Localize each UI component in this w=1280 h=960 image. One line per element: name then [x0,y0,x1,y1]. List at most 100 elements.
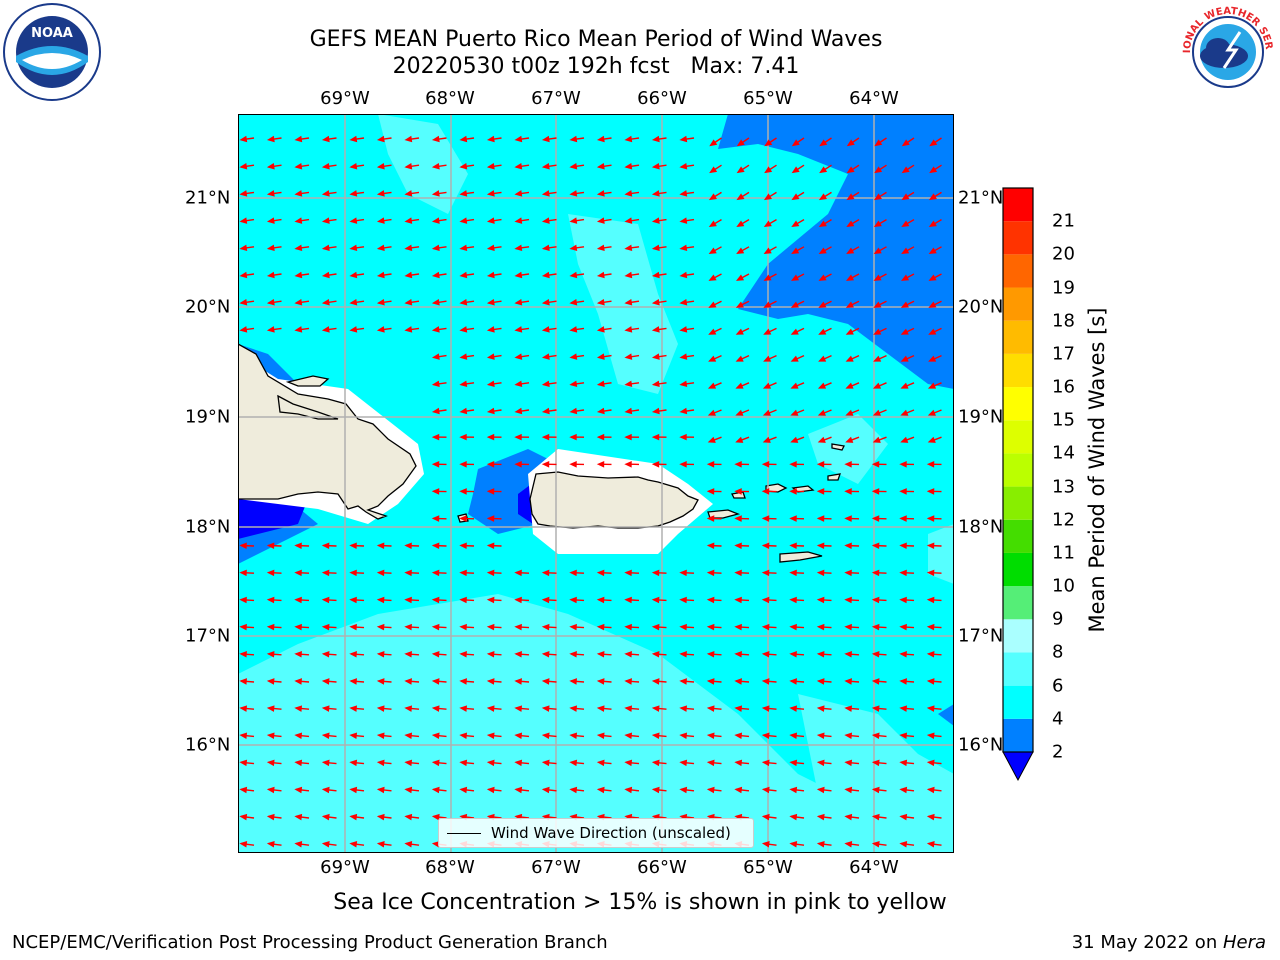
lat-label-right: 18°N [958,516,1004,538]
wind-wave-arrowhead [651,569,660,577]
wind-wave-arrowhead [349,759,358,767]
lon-label-bottom: 69°W [320,857,370,878]
wind-wave-arrowhead [901,220,910,228]
wind-wave-arrowhead [707,436,716,443]
wind-wave-arrowhead [321,569,330,577]
vieques-island [707,509,741,519]
wind-wave-arrowhead [459,759,468,767]
wind-wave-arrowhead [376,271,385,279]
wind-wave-arrowhead [596,162,605,170]
wind-wave-arrowhead [763,301,772,308]
tortuga-island [285,375,330,387]
wind-wave-arrowhead [789,705,798,712]
wind-wave-arrowhead [569,298,578,306]
wind-wave-arrowhead [899,623,907,631]
wind-wave-arrowhead [239,217,248,224]
colorbar-cell [1003,552,1033,587]
puerto-rico [529,471,699,529]
colorbar-tick-label: 20 [1052,243,1075,265]
wind-wave-arrowhead [431,678,440,685]
wind-wave-arrowhead [926,786,935,794]
wind-wave-arrowhead [927,382,937,389]
colorbar-tick-label: 15 [1052,409,1075,431]
wind-wave-arrowhead [239,759,248,767]
lon-label-bottom: 64°W [849,857,899,878]
wind-wave-arrowhead [761,841,770,848]
wind-wave-arrowhead [514,596,522,604]
wind-wave-arrowhead [294,678,302,685]
colorbar-cell [1003,221,1033,255]
colorbar-cell [1003,718,1033,752]
wind-wave-arrowhead [596,623,605,631]
wind-wave-arrowhead [624,326,633,333]
wind-wave-arrowhead [294,135,303,143]
lat-label-right: 17°N [958,625,1004,647]
wind-wave-arrowhead [294,271,303,279]
wind-wave-arrowhead [404,732,413,739]
wind-wave-arrowhead [459,433,467,441]
wind-wave-arrowhead [321,813,330,821]
wind-wave-arrowhead [596,217,605,224]
wind-wave-arrowhead [651,190,660,197]
wind-wave-arrowhead [926,813,935,821]
wind-wave-arrowhead [376,841,385,848]
colorbar-extend-triangle [1002,751,1034,782]
wind-wave-arrowhead [734,705,743,712]
wind-wave-arrowhead [486,542,495,549]
wind-wave-arrowhead [845,436,854,443]
wind-wave-arrowhead [459,542,467,549]
wind-wave-arrowhead [486,380,495,388]
colorbar-cell [1003,586,1033,620]
wind-wave-arrowhead [651,244,660,252]
colorbar-cell [1003,254,1033,288]
wind-wave-arrowhead [596,569,605,577]
wind-wave-arrowhead [349,813,358,821]
lat-label-left: 16°N [185,734,231,756]
wind-wave-arrowhead [791,193,800,201]
wind-wave-arrowhead [871,542,880,549]
wind-wave-arrowhead [790,274,800,281]
min-period-zone [238,499,308,539]
colorbar-cells [1003,188,1033,752]
wind-wave-arrowhead [651,298,660,306]
wind-wave-arrowhead [735,382,744,389]
wind-wave-arrowhead [624,651,632,658]
wind-wave-arrowhead [789,623,797,631]
wind-wave-arrowhead [651,678,660,685]
wind-wave-arrowhead [846,193,855,201]
wind-wave-arrowhead [899,705,908,712]
lon-label-bottom: 66°W [637,857,687,878]
wind-wave-arrowhead [404,542,412,549]
wind-wave-arrowhead [651,162,660,170]
wind-wave-arrowhead [818,328,827,335]
wind-wave-arrowhead [651,705,660,712]
wind-wave-arrowhead [569,569,577,577]
wind-wave-arrowhead [873,193,882,201]
wind-wave-arrowhead [431,596,440,604]
wind-wave-arrowhead [679,380,688,388]
wind-wave-arrowhead [569,786,578,794]
wind-wave-arrowhead [266,596,275,604]
wind-wave-arrowhead [239,623,247,631]
wind-wave-arrowhead [376,326,385,333]
wind-wave-arrowhead [706,569,715,577]
wind-wave-arrowhead [624,678,632,685]
wind-wave-arrowhead [431,813,440,821]
wind-wave-arrowhead [569,623,577,631]
wind-wave-arrowhead [514,380,523,388]
wind-wave-arrowhead [651,759,660,767]
wind-wave-arrowhead [816,542,825,549]
wind-wave-arrowhead [679,298,688,306]
wind-wave-arrowhead [926,488,935,495]
wind-wave-arrowhead [734,623,742,631]
wind-wave-arrowhead [431,759,440,767]
wind-wave-arrowhead [651,217,660,224]
wind-wave-arrowhead [239,569,247,577]
footer-host: Hera [1222,932,1266,953]
wind-wave-arrowhead [486,786,495,794]
wind-wave-arrowhead [706,461,715,468]
wind-wave-arrowhead [321,841,330,848]
wind-wave-arrowhead [736,247,745,254]
colorbar-tick-label: 8 [1052,641,1064,663]
wind-wave-arrowhead [791,166,800,174]
